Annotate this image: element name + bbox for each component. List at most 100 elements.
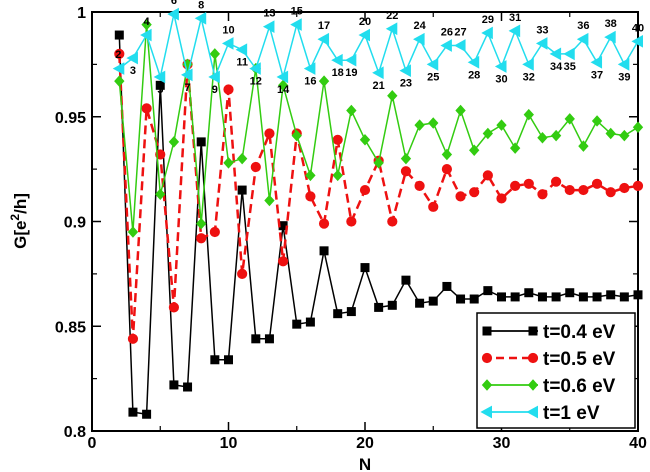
data-point: [414, 180, 425, 191]
data-point: [537, 292, 547, 302]
point-label: 27: [454, 27, 466, 39]
data-point: [153, 70, 166, 84]
data-point: [168, 136, 180, 148]
data-point: [414, 119, 425, 131]
data-point: [496, 119, 507, 131]
point-label: 35: [564, 61, 576, 73]
data-point: [591, 115, 603, 127]
legend-entry-3: t=0.6 eV: [481, 376, 616, 397]
data-point: [617, 58, 630, 71]
y-axis-label: G[e2/h]: [8, 193, 30, 249]
data-point: [196, 137, 206, 147]
data-point: [126, 51, 138, 65]
data-point: [346, 104, 357, 117]
data-point: [578, 184, 589, 196]
point-label: 19: [345, 67, 357, 79]
data-point: [387, 216, 398, 227]
data-point: [494, 60, 507, 73]
data-point: [524, 288, 534, 298]
data-point: [428, 201, 439, 212]
data-point: [535, 37, 548, 50]
data-point: [196, 217, 207, 230]
data-point: [563, 47, 575, 61]
data-point: [606, 290, 616, 300]
point-label: 22: [386, 10, 398, 22]
point-label: 29: [482, 14, 494, 26]
point-label: 21: [373, 80, 385, 92]
data-point: [632, 121, 644, 133]
data-point: [127, 333, 139, 344]
data-point: [250, 161, 261, 173]
data-point: [167, 7, 179, 21]
point-label: 14: [277, 84, 290, 96]
legend-marker: [481, 352, 493, 364]
data-point: [605, 127, 616, 140]
legend-entry-2: t=0.5 eV: [481, 349, 616, 370]
y-tick-label: 0.9: [64, 215, 86, 232]
data-point: [426, 58, 439, 71]
data-point: [523, 178, 534, 189]
data-point: [224, 355, 233, 365]
data-point: [440, 39, 452, 52]
legend-marker: [527, 352, 539, 364]
data-point: [141, 103, 152, 114]
legend-marker: [527, 379, 539, 391]
point-label: 26: [441, 27, 453, 39]
data-point: [194, 11, 207, 25]
point-label: 10: [222, 24, 234, 36]
data-point: [292, 319, 302, 329]
data-point: [454, 39, 466, 52]
data-point: [221, 37, 234, 50]
data-point: [469, 294, 479, 304]
point-label: 24: [413, 20, 426, 32]
data-point: [372, 66, 384, 80]
data-point: [346, 307, 356, 317]
data-point: [155, 80, 165, 90]
point-label: 28: [468, 69, 480, 81]
data-point: [401, 275, 411, 285]
point-label: 37: [591, 69, 603, 81]
legend-label: t=0.4 eV: [543, 322, 616, 343]
data-point: [209, 226, 220, 238]
data-point: [509, 142, 521, 154]
data-point: [360, 263, 370, 273]
data-point: [619, 182, 630, 194]
legend-marker: [481, 379, 493, 391]
legend-marker: [526, 405, 538, 419]
data-point: [262, 20, 275, 34]
data-point: [317, 32, 330, 46]
data-point: [564, 184, 575, 196]
data-point: [442, 281, 452, 291]
series-2: [114, 48, 644, 344]
data-point: [183, 382, 193, 392]
point-label: 16: [304, 76, 316, 88]
data-point: [578, 140, 589, 152]
y-tick-label: 0.95: [55, 110, 86, 127]
data-point: [359, 184, 371, 196]
data-point: [508, 24, 521, 38]
data-point: [305, 191, 316, 202]
legend-label: t=0.5 eV: [543, 349, 616, 370]
data-point: [605, 187, 616, 198]
point-label: 9: [212, 84, 218, 96]
point-label: 30: [495, 73, 507, 85]
data-point: [169, 380, 179, 390]
data-point: [400, 166, 412, 177]
data-point: [483, 286, 493, 296]
series-1: [114, 30, 643, 419]
point-label: 17: [318, 20, 330, 32]
data-point: [114, 75, 125, 87]
data-point: [358, 28, 370, 42]
data-point: [155, 188, 166, 201]
data-point: [251, 334, 261, 344]
data-point: [631, 34, 643, 48]
data-point: [237, 268, 248, 279]
legend-entry-4: t=1 eV: [480, 403, 600, 424]
data-point: [549, 47, 562, 61]
data-point: [385, 22, 398, 36]
data-point: [551, 292, 561, 302]
data-point: [551, 176, 562, 187]
data-point: [373, 157, 384, 169]
point-label: 34: [550, 61, 563, 73]
data-point: [305, 317, 315, 327]
